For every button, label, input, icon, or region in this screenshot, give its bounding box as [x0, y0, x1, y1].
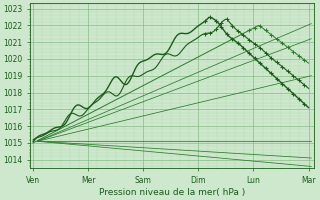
X-axis label: Pression niveau de la mer( hPa ): Pression niveau de la mer( hPa ) — [99, 188, 245, 197]
